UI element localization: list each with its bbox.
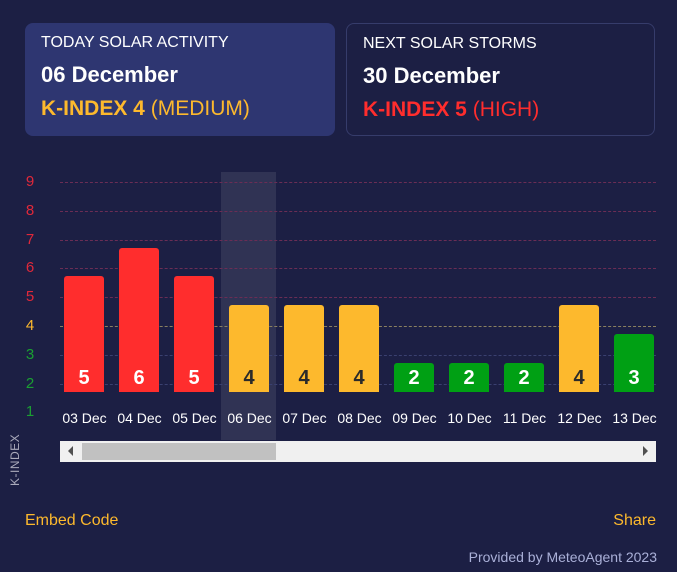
today-activity-card: TODAY SOLAR ACTIVITY 06 December K-INDEX…	[25, 23, 335, 136]
bar-value-label: 4	[298, 366, 310, 389]
today-level: (MEDIUM)	[150, 97, 250, 120]
x-tick-label: 09 Dec	[392, 410, 437, 426]
y-tick-label: 8	[25, 201, 35, 219]
today-date: 06 December	[41, 62, 178, 87]
y-tick-label: 2	[25, 374, 35, 392]
bar[interactable]: 2	[394, 362, 434, 392]
x-tick-label: 06 Dec	[227, 410, 272, 426]
bar-value-label: 5	[188, 366, 200, 389]
x-tick-label: 03 Dec	[62, 410, 107, 426]
share-link[interactable]: Share	[613, 512, 656, 529]
bar-value-label: 5	[78, 366, 90, 389]
x-tick-label: 07 Dec	[282, 410, 327, 426]
y-tick-label: 3	[25, 345, 35, 363]
y-axis-label: K-INDEX	[8, 433, 22, 486]
x-tick-label: 13 Dec	[612, 410, 657, 426]
bar-value-label: 4	[353, 366, 365, 389]
scroll-left-icon[interactable]	[68, 446, 73, 456]
bar-value-label: 2	[408, 366, 420, 389]
x-tick-label: 12 Dec	[557, 410, 602, 426]
today-title: TODAY SOLAR ACTIVITY	[41, 34, 229, 51]
bar[interactable]: 3	[614, 333, 654, 392]
x-tick-label: 10 Dec	[447, 410, 492, 426]
bar-value-label: 2	[463, 366, 475, 389]
next-level: (HIGH)	[472, 98, 540, 121]
bar-value-label: 4	[243, 366, 255, 389]
bar[interactable]: 4	[284, 305, 324, 392]
bar[interactable]: 6	[119, 247, 159, 392]
x-tick-label: 11 Dec	[502, 410, 547, 426]
x-tick-label: 05 Dec	[172, 410, 217, 426]
gridline	[60, 239, 656, 241]
x-tick-label: 04 Dec	[117, 410, 162, 426]
bar-value-label: 3	[628, 366, 640, 389]
bar[interactable]: 5	[64, 276, 104, 392]
y-tick-label: 1	[25, 403, 35, 421]
bar[interactable]: 2	[504, 362, 544, 392]
y-tick-label: 4	[25, 317, 35, 334]
bar[interactable]: 5	[174, 276, 214, 392]
bar[interactable]: 4	[559, 305, 599, 392]
provider-credit: Provided by MeteoAgent 2023	[468, 549, 657, 565]
next-storms-card: NEXT SOLAR STORMS 30 December K-INDEX 5 …	[346, 23, 655, 136]
y-tick-label: 6	[25, 259, 35, 277]
bar-value-label: 6	[133, 367, 145, 389]
next-title: NEXT SOLAR STORMS	[363, 35, 537, 52]
gridline	[60, 268, 656, 270]
bar[interactable]: 2	[449, 362, 489, 392]
scroll-right-icon[interactable]	[643, 446, 648, 456]
chart-scrollbar[interactable]	[60, 441, 656, 462]
today-kindex: K-INDEX 4	[41, 97, 145, 120]
bar-value-label: 2	[518, 366, 530, 389]
y-tick-label: 9	[25, 173, 35, 190]
bar[interactable]: 4	[229, 305, 269, 392]
gridline	[60, 210, 656, 212]
embed-code-link[interactable]: Embed Code	[25, 512, 119, 529]
x-tick-label: 08 Dec	[337, 410, 382, 426]
scrollbar-thumb[interactable]	[82, 443, 276, 460]
next-kindex: K-INDEX 5	[363, 98, 467, 121]
next-date: 30 December	[363, 63, 500, 88]
bar-value-label: 4	[573, 366, 585, 389]
y-tick-label: 5	[25, 288, 35, 306]
bar[interactable]: 4	[339, 305, 379, 392]
gridline	[60, 182, 656, 183]
y-tick-label: 7	[25, 230, 35, 248]
gridline	[60, 297, 656, 299]
